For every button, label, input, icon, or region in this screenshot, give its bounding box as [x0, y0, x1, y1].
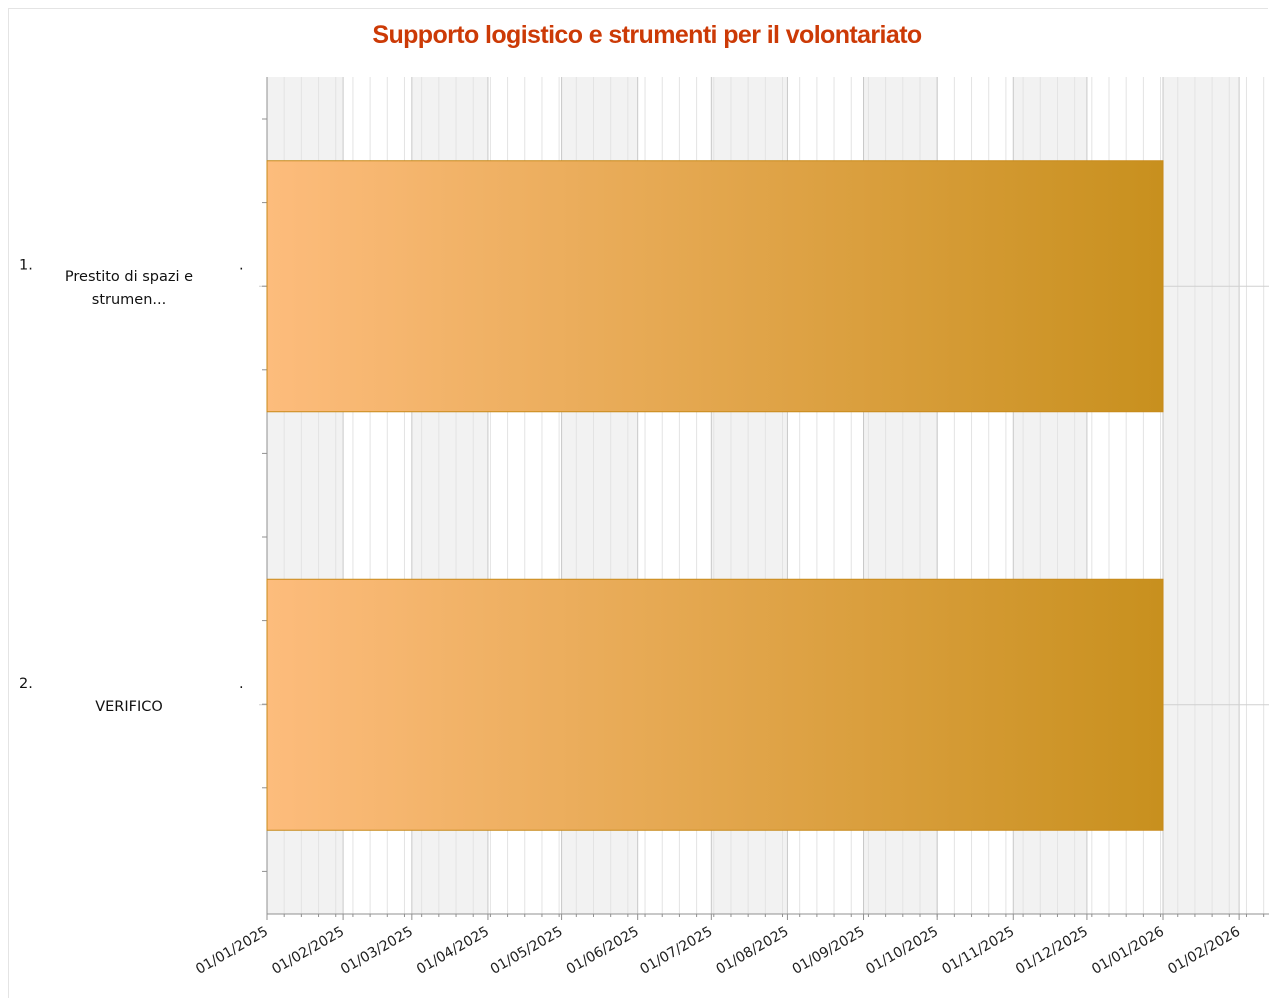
x-tick-label: 01/07/2025: [637, 924, 715, 978]
x-tick-label: 01/05/2025: [488, 924, 566, 978]
chart-frame: Supporto logistico e strumenti per il vo…: [8, 8, 1269, 998]
task-index: 1.: [19, 257, 33, 273]
gantt-chart: Supporto logistico e strumenti per il vo…: [19, 21, 1269, 978]
task-label-line: strumen...: [92, 292, 166, 308]
task-label-dot: .: [239, 676, 244, 692]
task-bar-2[interactable]: [266, 578, 1164, 831]
x-tick-label: 01/01/2025: [193, 924, 271, 978]
month-band: [1163, 77, 1240, 914]
task-index: 2.: [19, 676, 33, 692]
x-tick-label: 01/10/2025: [863, 924, 941, 978]
task-bar-1[interactable]: [266, 160, 1164, 413]
x-tick-label: 01/01/2026: [1089, 924, 1167, 978]
x-tick-label: 01/03/2025: [338, 924, 416, 978]
x-tick-label: 01/02/2025: [269, 924, 347, 978]
x-tick-label: 01/12/2025: [1013, 924, 1091, 978]
chart-title: Supporto logistico e strumenti per il vo…: [372, 21, 922, 49]
x-tick-label: 01/06/2025: [564, 924, 642, 978]
task-label-line: Prestito di spazi e: [65, 269, 193, 285]
x-tick-label: 01/02/2026: [1165, 924, 1243, 978]
x-tick-label: 01/08/2025: [714, 924, 792, 978]
x-tick-label: 01/11/2025: [939, 924, 1017, 978]
task-label-dot: .: [239, 257, 244, 273]
x-tick-label: 01/04/2025: [414, 924, 492, 978]
task-label-line: VERIFICO: [95, 699, 163, 715]
x-tick-label: 01/09/2025: [790, 924, 868, 978]
